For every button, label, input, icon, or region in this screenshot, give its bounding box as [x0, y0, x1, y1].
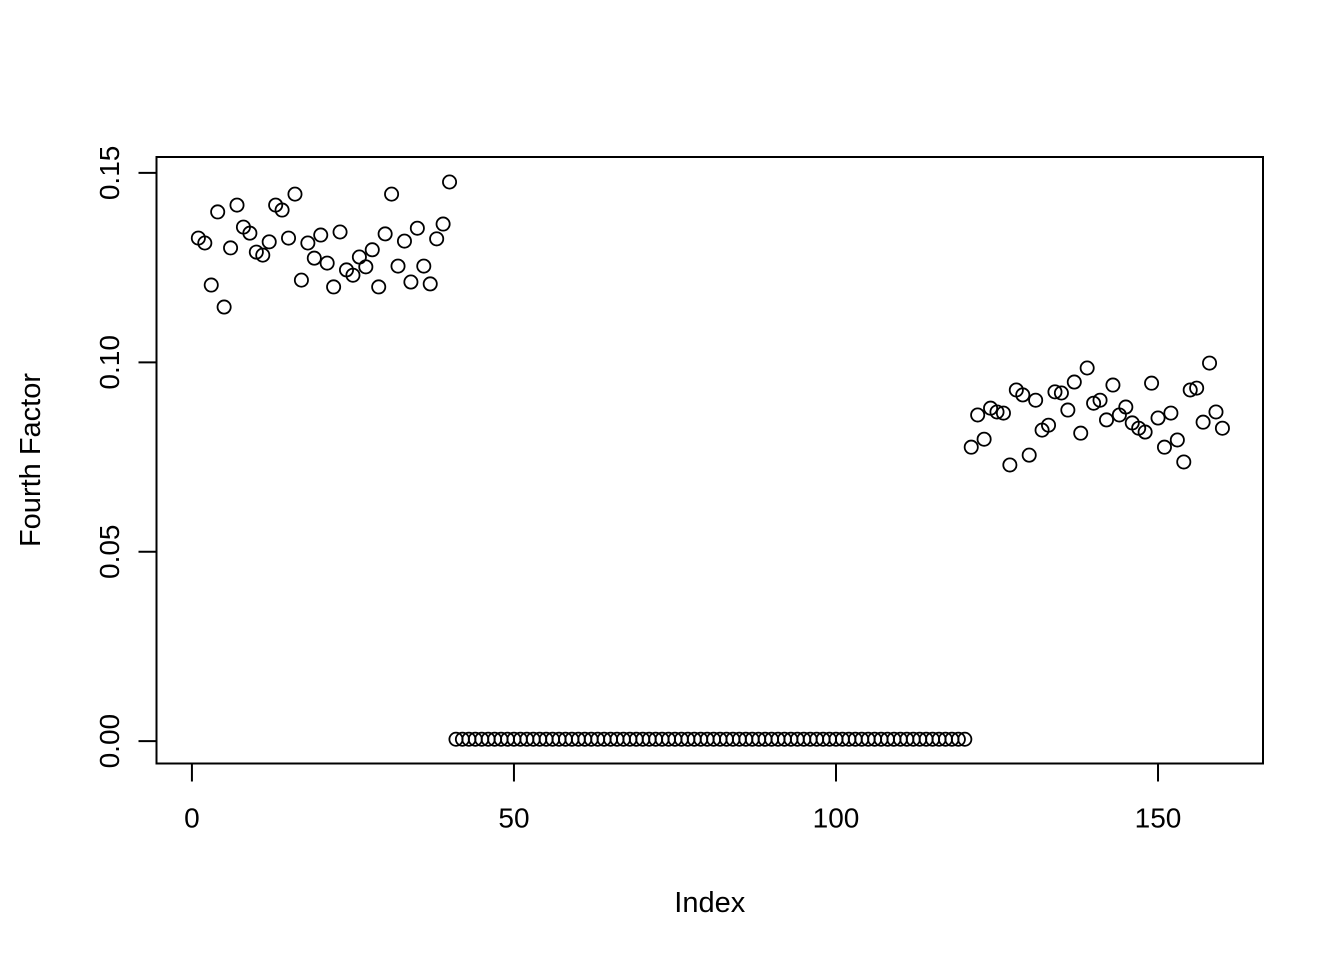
data-point — [242, 225, 258, 241]
data-points-layer — [190, 174, 1230, 747]
data-point — [1182, 382, 1198, 398]
data-point — [1189, 380, 1205, 396]
data-point — [1176, 454, 1192, 470]
data-point — [416, 258, 432, 274]
data-point — [287, 186, 303, 202]
data-point — [422, 276, 438, 292]
x-axis-ticks: 0 50 100 150 — [184, 763, 1182, 834]
data-point — [1073, 425, 1089, 441]
data-point — [332, 224, 348, 240]
data-point — [358, 259, 374, 275]
data-point — [281, 230, 297, 246]
data-point — [223, 240, 239, 256]
y-tick-label: 0.15 — [94, 146, 125, 201]
x-tick-label: 150 — [1135, 803, 1182, 834]
data-point — [403, 274, 419, 290]
data-point — [976, 431, 992, 447]
data-point — [442, 174, 458, 190]
data-point — [203, 277, 219, 293]
x-tick-label: 0 — [184, 803, 200, 834]
data-point — [396, 233, 412, 249]
data-point — [313, 227, 329, 243]
data-point — [429, 231, 445, 247]
data-point — [963, 439, 979, 455]
data-point — [1079, 360, 1095, 376]
data-point — [1105, 377, 1121, 393]
data-point — [377, 226, 393, 242]
x-tick-label: 50 — [498, 803, 529, 834]
data-point — [1150, 410, 1166, 426]
data-point — [255, 247, 271, 263]
data-point — [351, 249, 367, 265]
data-point — [319, 255, 335, 271]
data-point — [1163, 405, 1179, 421]
x-tick-label: 100 — [813, 803, 860, 834]
data-point — [326, 279, 342, 295]
data-point — [216, 299, 232, 315]
data-point — [1137, 424, 1153, 440]
data-point — [390, 258, 406, 274]
data-point — [1118, 399, 1134, 415]
y-tick-label: 0.05 — [94, 524, 125, 579]
data-point — [1202, 355, 1218, 371]
data-point — [1015, 387, 1031, 403]
data-point — [1021, 447, 1037, 463]
data-point — [989, 404, 1005, 420]
data-point — [970, 407, 986, 423]
data-point — [300, 235, 316, 251]
data-point — [1214, 420, 1230, 436]
data-point — [293, 272, 309, 288]
data-point — [384, 186, 400, 202]
data-point — [229, 197, 245, 213]
data-point — [1028, 392, 1044, 408]
y-axis-ticks: 0.00 0.05 0.10 0.15 — [94, 146, 157, 769]
data-point — [210, 204, 226, 220]
data-point — [950, 731, 966, 747]
data-point — [409, 220, 425, 236]
y-axis-title: Fourth Factor — [15, 373, 47, 547]
data-point — [261, 234, 277, 250]
data-point — [1208, 404, 1224, 420]
data-point — [435, 216, 451, 232]
data-point — [995, 405, 1011, 421]
data-point — [1060, 402, 1076, 418]
data-point — [371, 279, 387, 295]
data-point — [1169, 432, 1185, 448]
data-point — [364, 242, 380, 258]
data-point — [1053, 385, 1069, 401]
data-point — [957, 731, 973, 747]
data-point — [1156, 439, 1172, 455]
x-axis-title: Index — [674, 887, 745, 919]
data-point — [345, 267, 361, 283]
data-point — [197, 235, 213, 251]
data-point — [1098, 412, 1114, 428]
plot-border — [155, 156, 1264, 765]
y-tick-label: 0.00 — [94, 714, 125, 769]
data-point — [1195, 414, 1211, 430]
data-point — [1144, 375, 1160, 391]
data-point — [1002, 457, 1018, 473]
data-point — [1047, 384, 1063, 400]
y-tick-label: 0.10 — [94, 335, 125, 390]
data-point — [274, 202, 290, 218]
data-point — [306, 250, 322, 266]
data-point — [1092, 392, 1108, 408]
data-point — [1066, 374, 1082, 390]
data-point — [1041, 417, 1057, 433]
